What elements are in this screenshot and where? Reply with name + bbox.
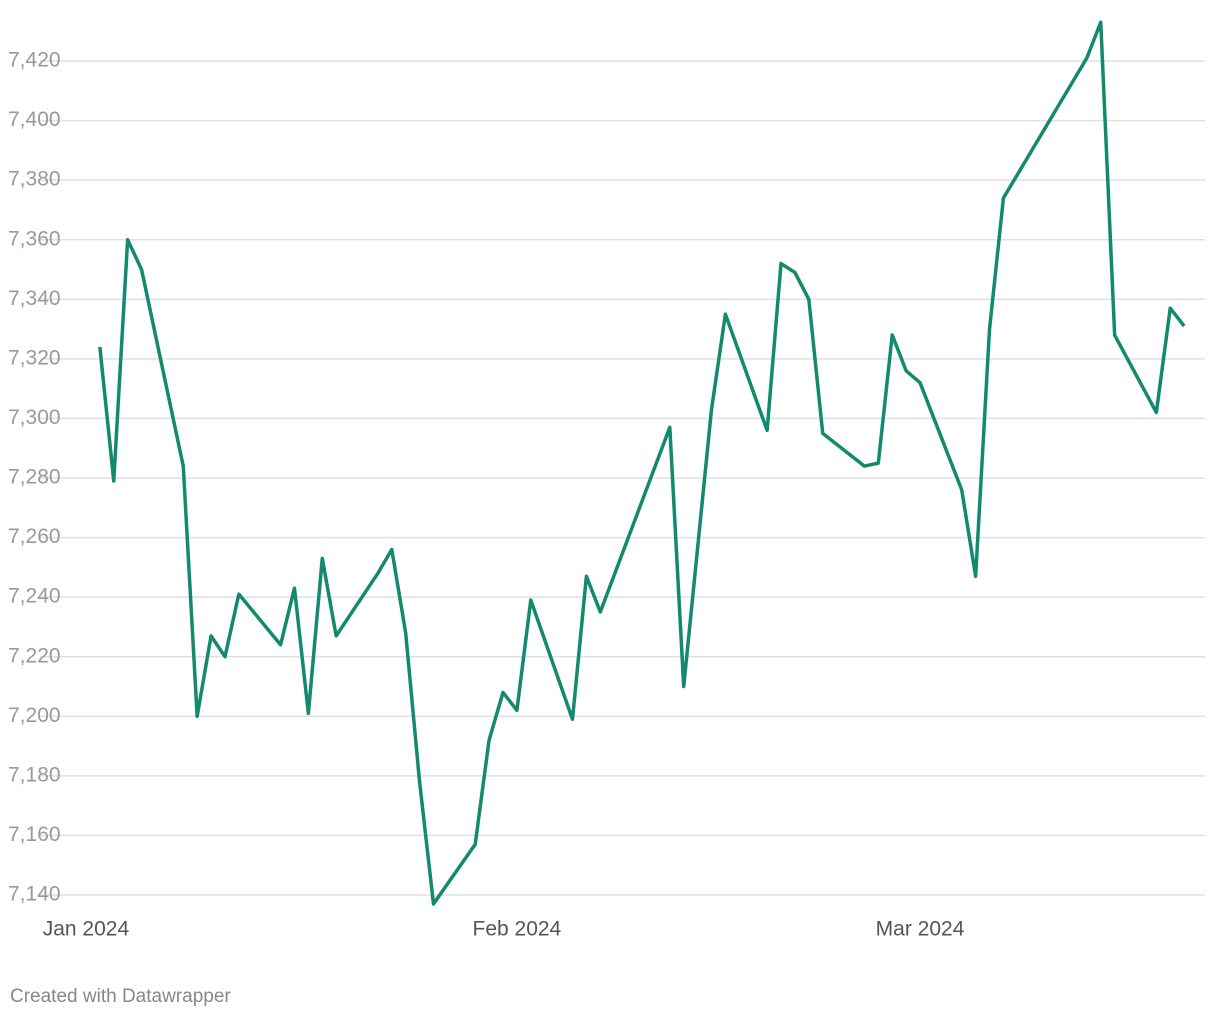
y-tick-label: 7,360 — [8, 227, 61, 250]
y-tick-label: 7,340 — [8, 287, 61, 310]
y-tick-label: 7,180 — [8, 763, 61, 786]
y-tick-label: 7,140 — [8, 883, 61, 906]
y-tick-label: 7,380 — [8, 168, 61, 191]
line — [98, 20, 1186, 906]
y-tick-label: 7,240 — [8, 585, 61, 608]
y-tick-label: 7,320 — [8, 346, 61, 369]
y-tick-label: 7,220 — [8, 644, 61, 667]
y-tick-label: 7,280 — [8, 466, 61, 489]
y-tick-label: 7,160 — [8, 823, 61, 846]
y-tick-label: 7,420 — [8, 49, 61, 72]
y-tick-label: 7,300 — [8, 406, 61, 429]
x-tick-label: Feb 2024 — [473, 918, 562, 941]
y-tick-label: 7,200 — [8, 704, 61, 727]
x-tick-label: Jan 2024 — [43, 918, 130, 941]
x-tick-label: Mar 2024 — [876, 918, 965, 941]
y-tick-label: 7,400 — [8, 108, 61, 131]
y-tick-label: 7,260 — [8, 525, 61, 548]
footer: Created with Datawrapper — [10, 986, 231, 1007]
